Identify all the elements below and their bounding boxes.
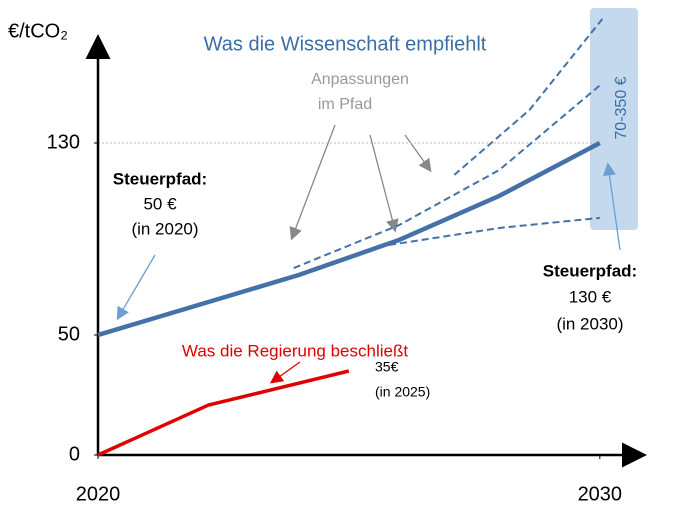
- line: [97, 369, 350, 457]
- line: [97, 141, 601, 338]
- x-tick-label: 2020: [76, 483, 121, 505]
- annotation: im Pfad: [318, 96, 372, 113]
- y-tick-label: 130: [47, 131, 80, 153]
- callout-arrows: [116, 124, 621, 384]
- annotation: 70-350 €: [613, 76, 630, 139]
- annotation: Was die Wissenschaft empfiehlt: [204, 33, 487, 55]
- annotation: Steuerpfad:: [113, 169, 207, 188]
- y-tick-label: 0: [69, 443, 80, 465]
- annotation: Was die Regierung beschließt: [182, 341, 408, 360]
- range-band: [590, 8, 638, 230]
- dashed-line: [293, 84, 601, 269]
- annotation: (in 2025): [375, 384, 430, 400]
- annotation: 35€: [375, 359, 399, 375]
- dashed-line: [453, 15, 606, 176]
- annotation: Steuerpfad:: [543, 261, 637, 280]
- y-axis-label: €/tCO₂: [8, 20, 68, 42]
- annotation: (in 2020): [131, 219, 198, 238]
- annotation: Anpassungen: [311, 71, 409, 88]
- dashed-line: [388, 216, 600, 246]
- annotation: 50 €: [143, 194, 177, 213]
- x-tick-label: 2030: [578, 483, 623, 505]
- annotation: (in 2030): [556, 314, 623, 333]
- annotation: 130 €: [569, 287, 612, 306]
- y-tick-label: 50: [58, 323, 80, 345]
